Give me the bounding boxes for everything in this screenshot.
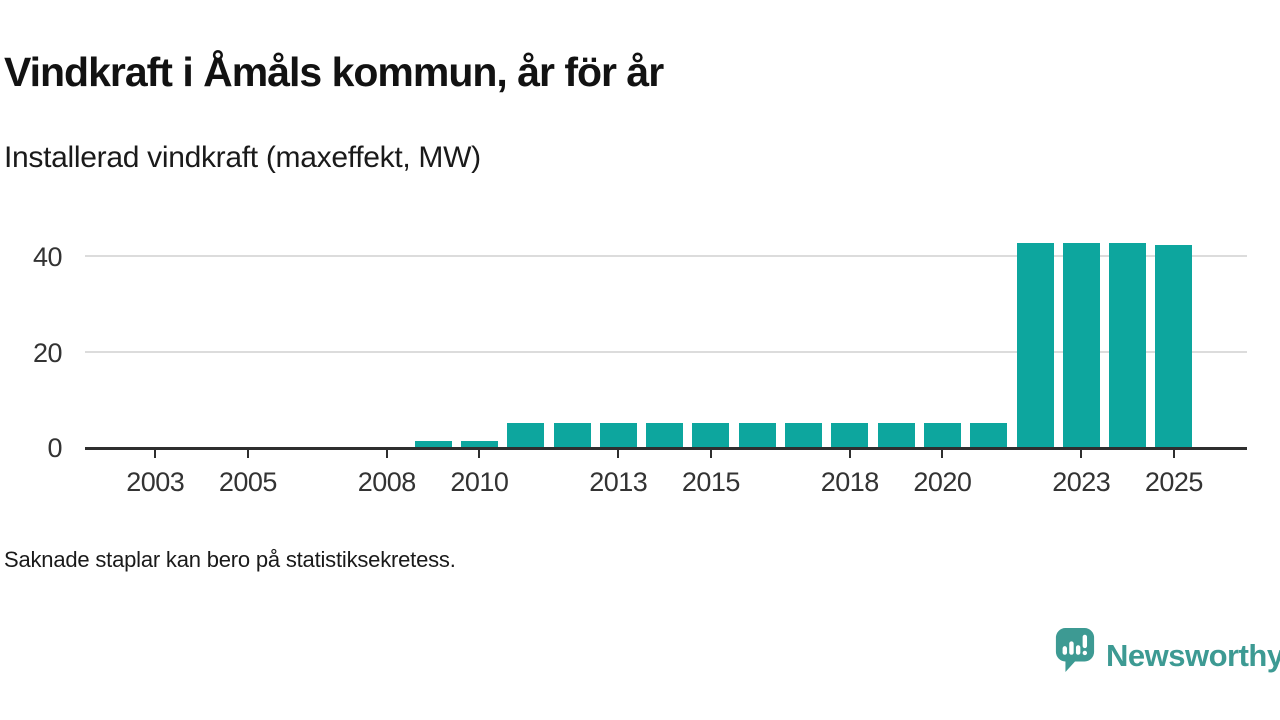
y-tick-label-0: 0	[47, 433, 62, 463]
bar-2019	[877, 423, 915, 447]
x-tick-mark-2015	[709, 450, 712, 458]
x-tick-mark-2013	[617, 450, 620, 458]
x-tick-label-2025: 2025	[1144, 467, 1204, 497]
bar-2025	[1155, 245, 1193, 447]
x-tick-mark-2010	[478, 450, 481, 458]
bar-2023	[1062, 242, 1100, 447]
bar-2011	[507, 423, 545, 447]
bar-2016	[738, 423, 776, 447]
bar-2020	[923, 423, 961, 447]
bar-2022	[1016, 242, 1054, 447]
bar-2015	[692, 423, 730, 447]
bar-2014	[646, 423, 684, 447]
x-tick-label-2023: 2023	[1052, 467, 1111, 497]
x-tick-label-2015: 2015	[681, 467, 741, 497]
newsworthy-logo-icon	[1054, 626, 1096, 679]
brand-wordmark: Newsworthy	[1106, 638, 1280, 673]
x-tick-label-2020: 2020	[913, 467, 972, 497]
bar-2018	[831, 423, 869, 447]
x-tick-mark-2020	[941, 450, 944, 458]
x-tick-mark-2018	[848, 450, 851, 458]
gridline-y-40	[85, 255, 1247, 257]
chart-title: Vindkraft i Åmåls kommun, år för år	[4, 49, 664, 95]
x-tick-label-2003: 2003	[126, 467, 185, 497]
y-tick-label-40: 40	[32, 242, 63, 272]
bar-2013	[599, 423, 637, 447]
x-tick-mark-2023	[1080, 450, 1083, 458]
x-tick-mark-2003	[154, 450, 157, 458]
x-tick-mark-2025	[1172, 450, 1175, 458]
bar-2021	[970, 423, 1008, 447]
x-tick-label-2005: 2005	[218, 467, 278, 497]
bar-2017	[785, 423, 822, 447]
x-tick-mark-2008	[385, 450, 388, 458]
bar-2024	[1109, 242, 1147, 447]
x-tick-label-2018: 2018	[820, 467, 880, 497]
x-tick-label-2013: 2013	[589, 467, 648, 497]
x-axis-line	[85, 447, 1247, 450]
x-tick-mark-2005	[246, 450, 249, 458]
gridline-y-20	[85, 350, 1247, 353]
chart-footnote: Saknade staplar kan bero på statistiksek…	[4, 547, 456, 572]
bar-2010	[460, 441, 498, 447]
x-tick-label-2008: 2008	[357, 467, 417, 497]
y-tick-label-20: 20	[32, 337, 63, 368]
bar-2009	[414, 441, 452, 447]
brand-lockup: Newsworthy	[1054, 626, 1280, 679]
bar-2012	[553, 423, 591, 447]
chart-subtitle: Installerad vindkraft (maxeffekt, MW)	[4, 141, 481, 174]
x-tick-label-2010: 2010	[450, 467, 509, 497]
